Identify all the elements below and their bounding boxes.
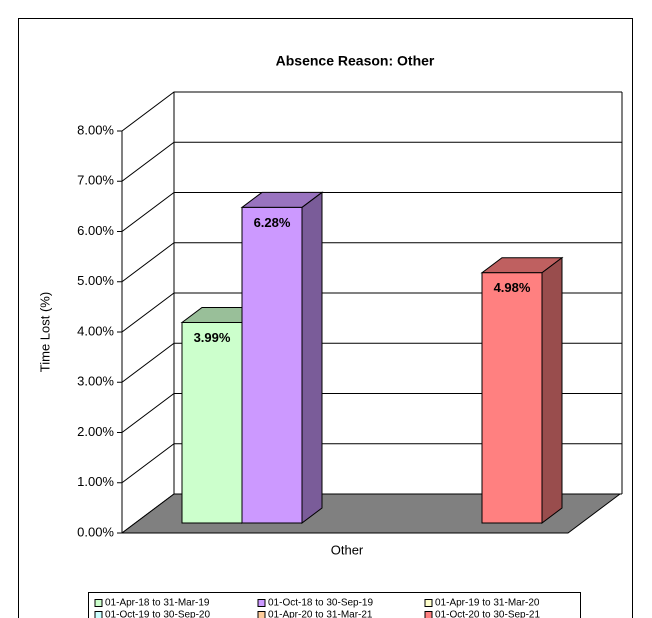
grid-line <box>121 292 622 333</box>
y-tick-label: 1.00% <box>77 474 114 489</box>
bar-side <box>301 191 323 524</box>
data-label: 3.99% <box>194 330 231 345</box>
bar-side <box>541 256 563 524</box>
y-tick-label: 5.00% <box>77 273 114 288</box>
grid-line <box>121 91 622 132</box>
legend-label: 01-Apr-19 to 31-Mar-20 <box>435 598 540 609</box>
grid-line <box>121 192 622 232</box>
grid-line <box>121 393 622 433</box>
legend-swatch <box>257 611 266 618</box>
y-tick-label: 8.00% <box>77 122 114 137</box>
legend-label: 01-Oct-20 to 30-Sep-21 <box>435 610 540 618</box>
legend-swatch <box>257 599 266 607</box>
grid-line <box>121 443 622 484</box>
y-tick-label: 7.00% <box>77 173 114 188</box>
grid-line <box>121 342 622 383</box>
bar <box>481 272 543 524</box>
y-tick-label: 0.00% <box>77 524 114 539</box>
legend-swatch <box>94 599 103 607</box>
legend-swatch <box>424 599 433 607</box>
y-tick-label: 3.00% <box>77 374 114 389</box>
data-label: 4.98% <box>494 280 531 295</box>
bar <box>181 322 243 524</box>
legend-swatch <box>424 611 433 618</box>
data-label: 6.28% <box>254 215 291 230</box>
legend-box <box>88 592 581 618</box>
grid-line <box>121 242 622 283</box>
y-tick-label: 2.00% <box>77 424 114 439</box>
chart-title: Absence Reason: Other <box>276 53 435 69</box>
legend-swatch <box>94 611 103 618</box>
legend-label: 01-Apr-20 to 31-Mar-21 <box>268 610 373 618</box>
legend-label: 01-Oct-18 to 30-Sep-19 <box>268 598 373 609</box>
legend-label: 01-Oct-19 to 30-Sep-20 <box>105 610 210 618</box>
x-axis-label: Other <box>331 542 364 557</box>
bar <box>241 206 303 524</box>
grid-line <box>121 141 622 182</box>
legend-label: 01-Apr-18 to 31-Mar-19 <box>105 598 210 609</box>
y-tick-label: 4.00% <box>77 323 114 338</box>
y-tick-label: 6.00% <box>77 223 114 238</box>
y-axis-label: Time Lost (%) <box>37 292 52 372</box>
